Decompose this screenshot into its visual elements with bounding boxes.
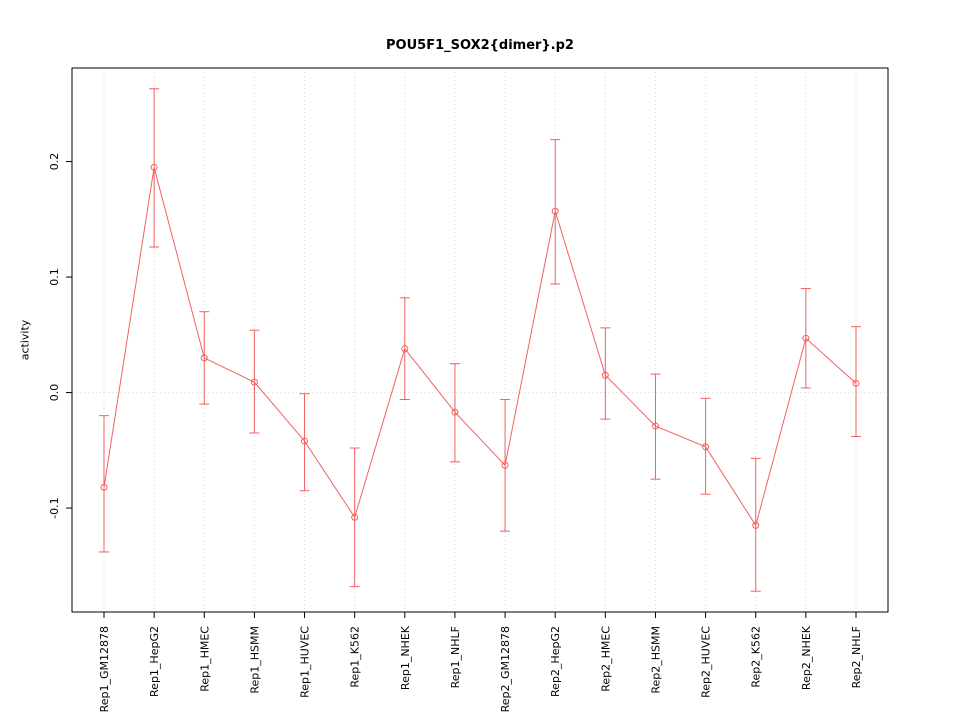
x-tick-label: Rep2_NHEK: [800, 625, 813, 690]
data-point: [401, 345, 409, 353]
x-tick-label: Rep1_HepG2: [148, 626, 161, 697]
x-tick-label: Rep2_HepG2: [549, 626, 562, 697]
data-point: [451, 408, 459, 416]
x-tick-label: Rep2_K562: [750, 626, 763, 688]
data-point: [551, 207, 559, 215]
data-point: [702, 443, 710, 451]
data-point: [150, 163, 158, 171]
data-point: [200, 354, 208, 362]
x-tick-label: Rep2_HSMM: [649, 626, 662, 694]
data-point: [651, 422, 659, 430]
chart-title: POU5F1_SOX2{dimer}.p2: [386, 38, 574, 53]
x-tick-label: Rep1_HUVEC: [299, 626, 312, 698]
x-tick-label: Rep1_HSMM: [248, 626, 261, 694]
x-tick-label: Rep1_NHEK: [399, 625, 412, 690]
data-point: [501, 461, 509, 469]
data-point: [100, 483, 108, 491]
y-tick-label: 0.1: [48, 268, 61, 286]
data-point: [802, 334, 810, 342]
x-tick-label: Rep2_HUVEC: [700, 626, 713, 698]
x-tick-label: Rep2_GM12878: [499, 626, 512, 712]
data-point: [601, 371, 609, 379]
series-line: [103, 167, 857, 527]
data-point: [301, 437, 309, 445]
x-tick-label: Rep1_GM12878: [98, 626, 111, 712]
plot-frame: [71, 67, 889, 613]
data-point: [852, 379, 860, 387]
y-tick-label: 0.0: [48, 384, 61, 402]
x-tick-label: Rep1_HMEC: [198, 626, 211, 692]
x-tick-label: Rep1_K562: [349, 626, 362, 688]
y-tick-label: 0.2: [48, 153, 61, 171]
data-point: [752, 521, 760, 529]
x-tick-label: Rep1_NHLF: [449, 626, 462, 688]
data-point: [250, 378, 258, 386]
y-tick-label: -0.1: [48, 497, 61, 518]
x-tick-label: Rep2_NHLF: [850, 626, 863, 688]
data-point: [351, 513, 359, 521]
x-tick-label: Rep2_HMEC: [599, 626, 612, 692]
